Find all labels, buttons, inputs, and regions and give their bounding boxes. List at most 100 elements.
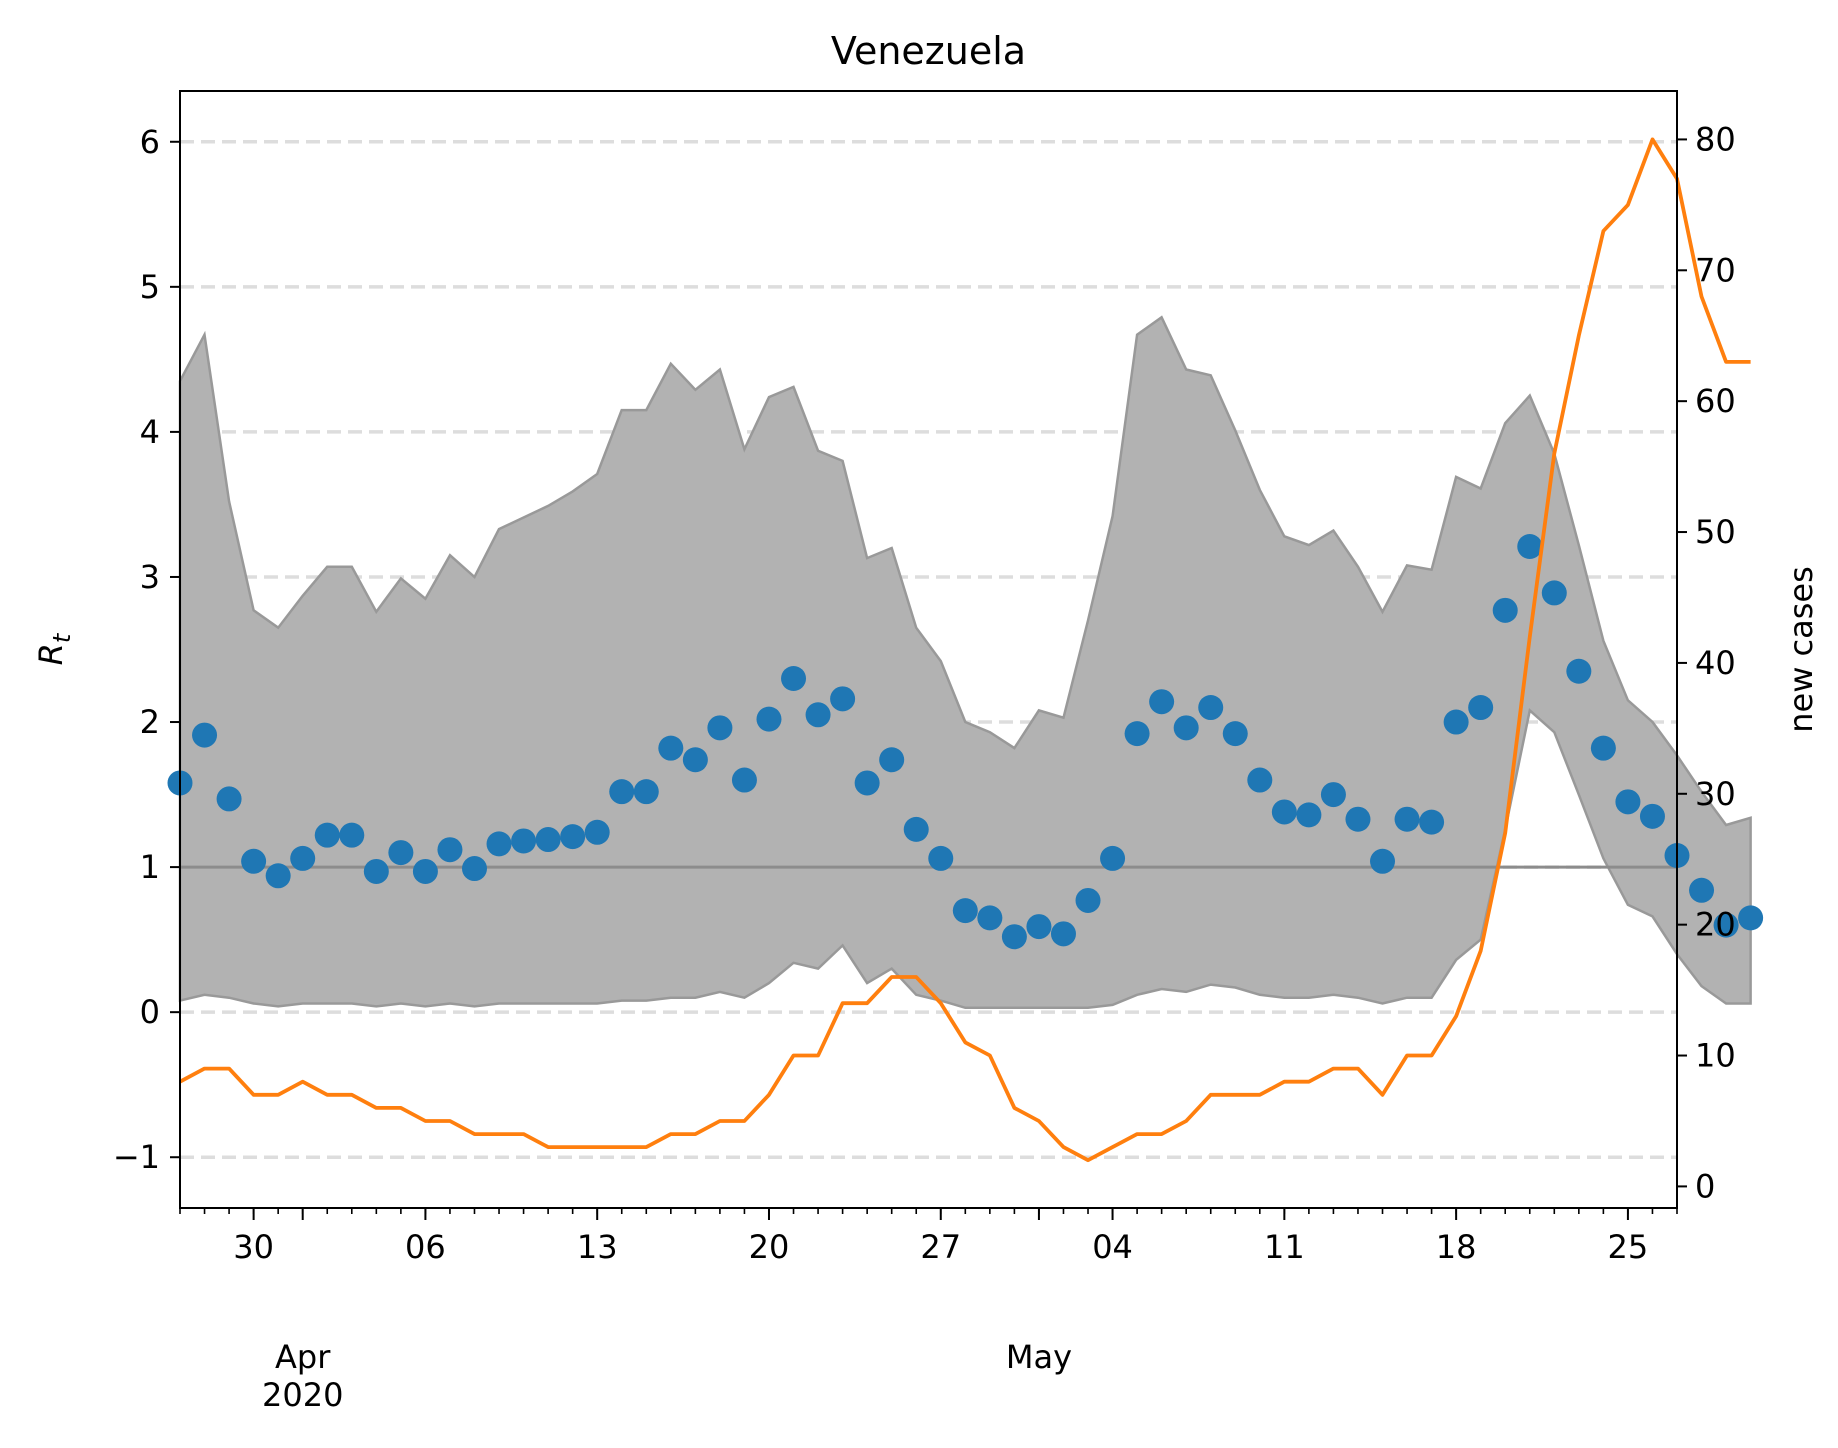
rt-point xyxy=(560,824,586,850)
rt-point xyxy=(1026,914,1052,940)
y2-tick-label: 20 xyxy=(1695,906,1736,944)
plot-frame xyxy=(179,90,1678,1209)
rt-point xyxy=(461,856,487,882)
rt-point xyxy=(1639,803,1665,829)
rt-point xyxy=(952,898,978,924)
rt-point xyxy=(535,827,561,853)
rt-point xyxy=(1517,534,1543,560)
rt-point xyxy=(486,831,512,857)
left-axis-ticks: −1 0 1 2 3 4 5 6 xyxy=(113,123,180,1176)
rt-point xyxy=(1468,695,1494,721)
rt-point xyxy=(1370,848,1396,874)
rt-point xyxy=(854,770,880,796)
rt-point xyxy=(1713,912,1739,938)
rt-point xyxy=(1590,735,1616,761)
rt-point xyxy=(1222,721,1248,747)
rt-point xyxy=(805,702,831,728)
rt-point xyxy=(290,845,316,871)
y2-axis-label: new cases xyxy=(1782,566,1820,733)
rt-point xyxy=(1149,689,1175,715)
rt-point xyxy=(1247,767,1273,793)
rt-point xyxy=(1296,802,1322,828)
x-tick-label: 30 xyxy=(233,1228,274,1266)
y2-tick-label: 10 xyxy=(1695,1037,1736,1075)
rt-point xyxy=(1345,806,1371,832)
rt-point xyxy=(1124,721,1150,747)
rt-point xyxy=(1001,924,1027,950)
rt-point xyxy=(1075,887,1101,913)
rt-point xyxy=(1198,695,1224,721)
rt-point xyxy=(977,905,1003,931)
y-tick-label: 6 xyxy=(140,123,160,161)
rt-point xyxy=(1320,782,1346,808)
rt-point xyxy=(388,840,414,866)
rt-point xyxy=(1100,845,1126,871)
rt-point xyxy=(756,706,782,732)
rt-point xyxy=(682,747,708,773)
x-tick-label: 18 xyxy=(1436,1228,1477,1266)
y-tick-label: 3 xyxy=(140,558,160,596)
rt-point xyxy=(584,819,610,845)
rt-point xyxy=(1615,789,1641,815)
rt-point xyxy=(363,858,389,884)
chart-title: Venezuela xyxy=(831,29,1026,73)
rt-point xyxy=(731,767,757,793)
rt-point xyxy=(216,786,242,812)
x-month-label: May xyxy=(1006,1338,1072,1376)
rt-point xyxy=(903,816,929,842)
rt-point xyxy=(192,722,218,748)
rt-point xyxy=(707,715,733,741)
y-axis-label: Rt xyxy=(32,632,76,665)
rt-point xyxy=(1566,658,1592,684)
rt-point xyxy=(1738,905,1764,931)
y-tick-label: 5 xyxy=(140,268,160,306)
rt-point xyxy=(1050,921,1076,947)
x-tick-label: 04 xyxy=(1092,1228,1133,1266)
y-tick-label: 0 xyxy=(140,993,160,1031)
rt-point xyxy=(437,837,463,863)
rt-point xyxy=(412,858,438,884)
y-tick-label: 1 xyxy=(140,848,160,886)
rt-point xyxy=(339,822,365,848)
y-axis-label-main: R xyxy=(32,643,70,665)
y2-tick-label: 80 xyxy=(1695,120,1736,158)
y2-tick-label: 70 xyxy=(1695,251,1736,289)
y2-tick-label: 30 xyxy=(1695,775,1736,813)
rt-point xyxy=(928,845,954,871)
rt-point xyxy=(1394,806,1420,832)
x-tick-label: 13 xyxy=(577,1228,618,1266)
rt-point xyxy=(1419,809,1445,835)
x-tick-label: 11 xyxy=(1264,1228,1305,1266)
y-axis-label-sub: t xyxy=(48,632,76,643)
rt-point xyxy=(1689,877,1715,903)
rt-point xyxy=(781,666,807,692)
y-tick-label: 4 xyxy=(140,413,160,451)
rt-point xyxy=(658,735,684,761)
y2-tick-label: 0 xyxy=(1695,1167,1715,1205)
right-axis-ticks: 0 10 20 30 40 50 60 70 80 xyxy=(1677,120,1736,1205)
x-month-label: Apr xyxy=(275,1338,331,1376)
x-tick-label: 06 xyxy=(405,1228,446,1266)
x-tick-label: 27 xyxy=(920,1228,961,1266)
rt-points xyxy=(167,534,1764,950)
y2-tick-label: 60 xyxy=(1695,382,1736,420)
x-tick-label: 25 xyxy=(1608,1228,1649,1266)
rt-point xyxy=(511,828,537,854)
rt-point xyxy=(609,779,635,805)
rt-point xyxy=(1173,715,1199,741)
y-tick-label: 2 xyxy=(140,703,160,741)
rt-point xyxy=(314,822,340,848)
rt-point xyxy=(1271,799,1297,825)
rt-point xyxy=(1541,580,1567,606)
rt-point xyxy=(241,848,267,874)
x-tick-label: 20 xyxy=(749,1228,790,1266)
rt-point xyxy=(1443,709,1469,735)
rt-point xyxy=(265,863,291,889)
x-year-label: 2020 xyxy=(262,1376,343,1414)
rt-point xyxy=(879,747,905,773)
rt-point xyxy=(633,779,659,805)
rt-point xyxy=(830,686,856,712)
y2-tick-label: 50 xyxy=(1695,513,1736,551)
y-tick-label: −1 xyxy=(113,1138,160,1176)
